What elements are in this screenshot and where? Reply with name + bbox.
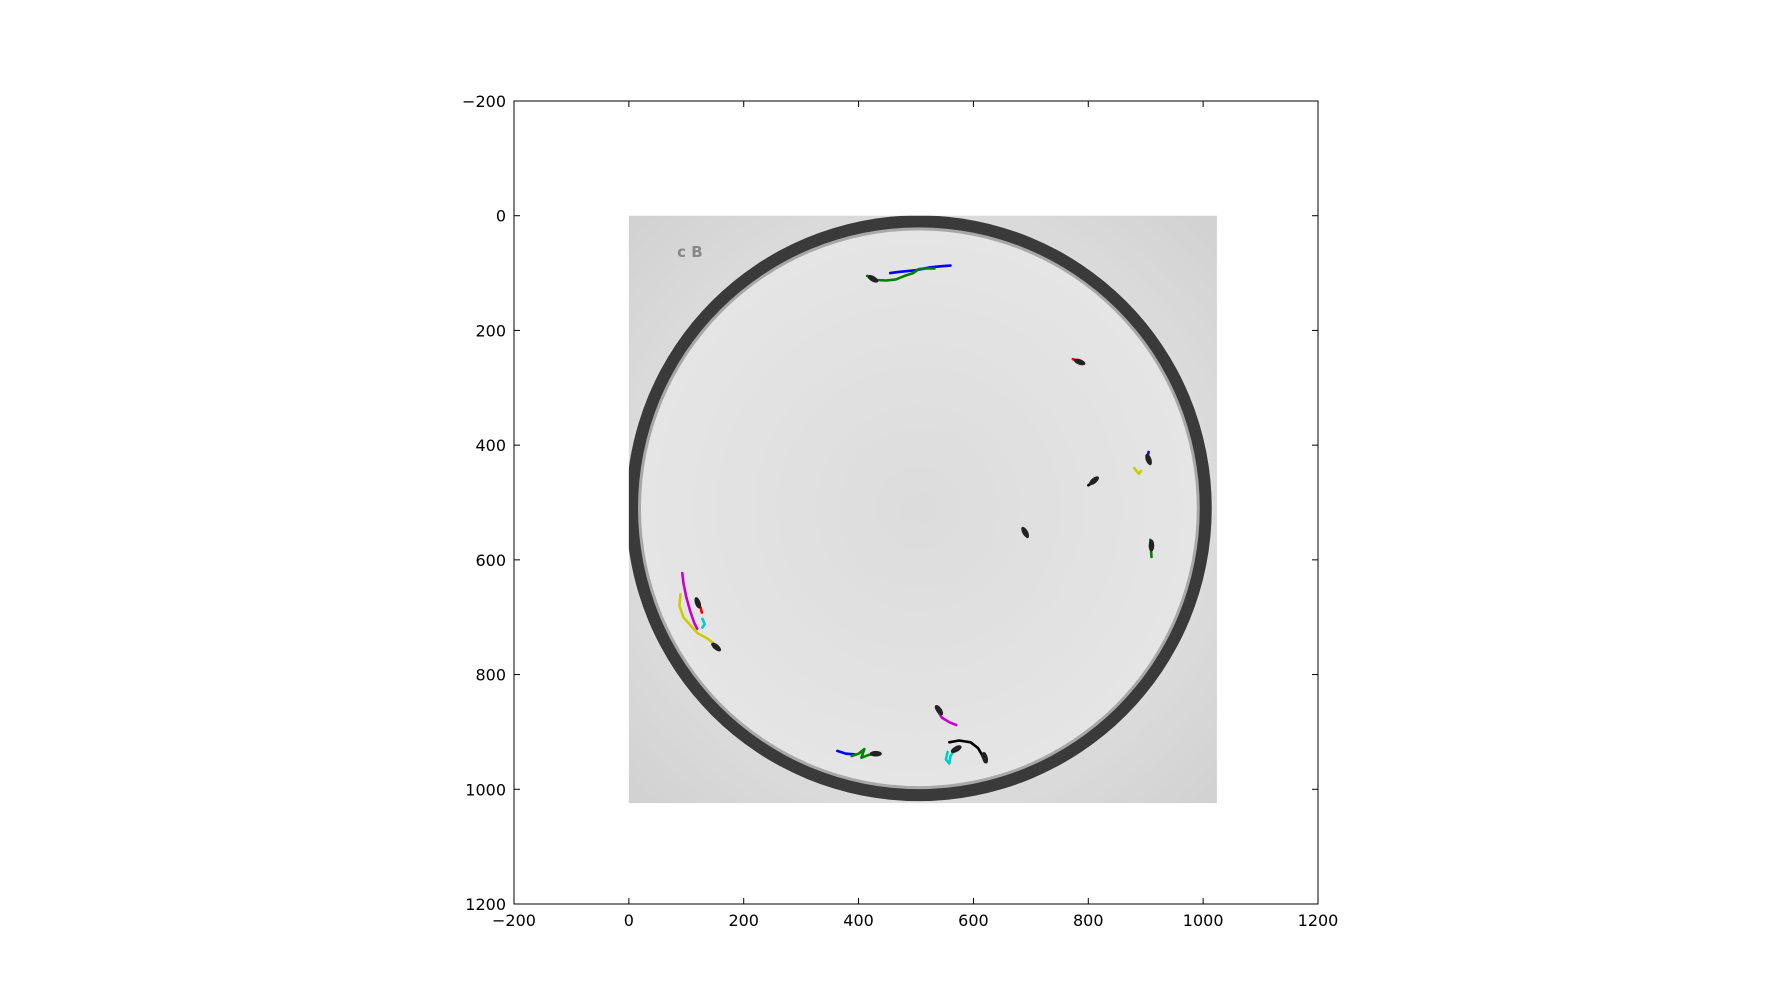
fly-10 — [981, 751, 989, 764]
track-1 — [865, 267, 936, 282]
track-9 — [678, 593, 720, 649]
y-axis: −200 0 200 400 600 800 1000 1200 — [462, 92, 1318, 914]
y-tick-label: 1000 — [465, 780, 506, 799]
fly-7 — [711, 642, 722, 652]
x-tick-label: 0 — [624, 911, 634, 930]
fly-3 — [1145, 453, 1152, 466]
x-tick-label: 200 — [728, 911, 759, 930]
x-tick-label: −200 — [492, 911, 536, 930]
y-tick-label: 400 — [475, 436, 506, 455]
y-tick-label: −200 — [462, 92, 506, 111]
plate-surface — [640, 230, 1197, 787]
x-tick-label: 400 — [843, 911, 874, 930]
y-tick-label: 0 — [496, 207, 506, 226]
track-12 — [836, 749, 856, 756]
fly-5 — [1148, 539, 1155, 552]
plate-image: c B — [628, 215, 1217, 804]
axes-frame — [513, 100, 1319, 905]
y-tick-label: 200 — [475, 321, 506, 340]
fly-6 — [694, 597, 702, 609]
x-tick-label: 1200 — [1298, 911, 1339, 930]
track-10 — [699, 606, 704, 614]
y-tick-label: 800 — [475, 666, 506, 685]
fly-4 — [1021, 526, 1029, 538]
fly-0 — [867, 274, 879, 283]
fly-9 — [934, 704, 944, 716]
flies — [694, 274, 1155, 764]
plate-group — [628, 215, 1212, 802]
x-tick-label: 1000 — [1183, 911, 1224, 930]
fly-1 — [1073, 358, 1086, 366]
x-tick-label: 800 — [1073, 911, 1104, 930]
track-8 — [681, 571, 699, 630]
x-tick-label: 600 — [958, 911, 989, 930]
y-tick-label: 1200 — [465, 895, 506, 914]
fly-8 — [869, 750, 882, 757]
fly-2 — [1089, 476, 1099, 486]
fly-11 — [950, 745, 962, 753]
track-4 — [1132, 466, 1143, 476]
track-11 — [701, 617, 706, 629]
x-axis: −200 0 200 400 600 800 1000 1200 — [492, 101, 1338, 930]
plate-label: c B — [677, 243, 703, 261]
y-tick-label: 600 — [475, 551, 506, 570]
track-16 — [944, 749, 956, 765]
